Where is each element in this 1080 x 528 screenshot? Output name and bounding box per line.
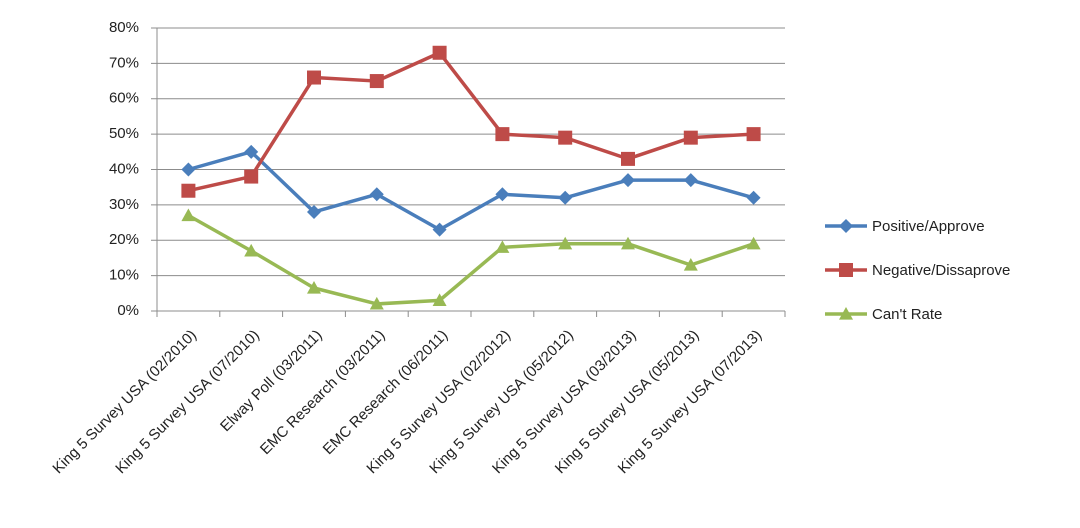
- y-tick-label: 60%: [109, 90, 139, 107]
- legend-label: Can't Rate: [872, 306, 942, 323]
- marker: [307, 204, 321, 219]
- marker: [432, 222, 447, 237]
- x-tick-label: EMC Research (06/2011): [320, 327, 451, 458]
- marker: [369, 296, 384, 310]
- legend-marker: [839, 263, 853, 277]
- legend-marker: [839, 219, 853, 233]
- y-tick-label: 20%: [109, 231, 139, 248]
- marker: [746, 236, 761, 250]
- marker: [621, 236, 635, 250]
- marker: [432, 293, 447, 306]
- marker: [495, 127, 510, 142]
- series-line: [188, 51, 754, 193]
- marker: [244, 243, 259, 257]
- marker: [181, 162, 196, 177]
- marker: [369, 74, 384, 89]
- y-tick-label: 0%: [117, 302, 139, 319]
- marker: [244, 144, 259, 159]
- marker: [746, 127, 761, 142]
- y-tick-label: 50%: [109, 125, 139, 142]
- marker: [181, 208, 196, 222]
- marker: [307, 70, 321, 85]
- marker: [558, 236, 573, 250]
- marker: [558, 130, 573, 145]
- y-tick-label: 80%: [109, 19, 139, 36]
- y-tick-label: 10%: [109, 267, 139, 284]
- y-tick-label: 70%: [109, 54, 139, 71]
- marker: [495, 187, 510, 202]
- y-tick-label: 40%: [109, 160, 139, 177]
- marker: [683, 130, 698, 145]
- marker: [432, 45, 447, 60]
- marker: [683, 258, 698, 271]
- marker: [307, 281, 321, 294]
- legend-marker: [839, 307, 853, 320]
- marker: [746, 190, 761, 205]
- series-line: [187, 213, 755, 306]
- marker: [621, 173, 635, 188]
- legend-label: Negative/Dissaprove: [872, 262, 1010, 279]
- x-tick-label: EMC Research (03/2011): [257, 327, 388, 458]
- marker: [244, 169, 259, 184]
- marker: [181, 183, 196, 198]
- series-line: [187, 150, 755, 232]
- marker: [558, 190, 573, 205]
- marker: [621, 151, 635, 166]
- legend-label: Positive/Approve: [872, 218, 985, 235]
- marker: [683, 173, 698, 188]
- marker: [495, 240, 510, 253]
- y-tick-label: 30%: [109, 196, 139, 213]
- marker: [369, 187, 384, 202]
